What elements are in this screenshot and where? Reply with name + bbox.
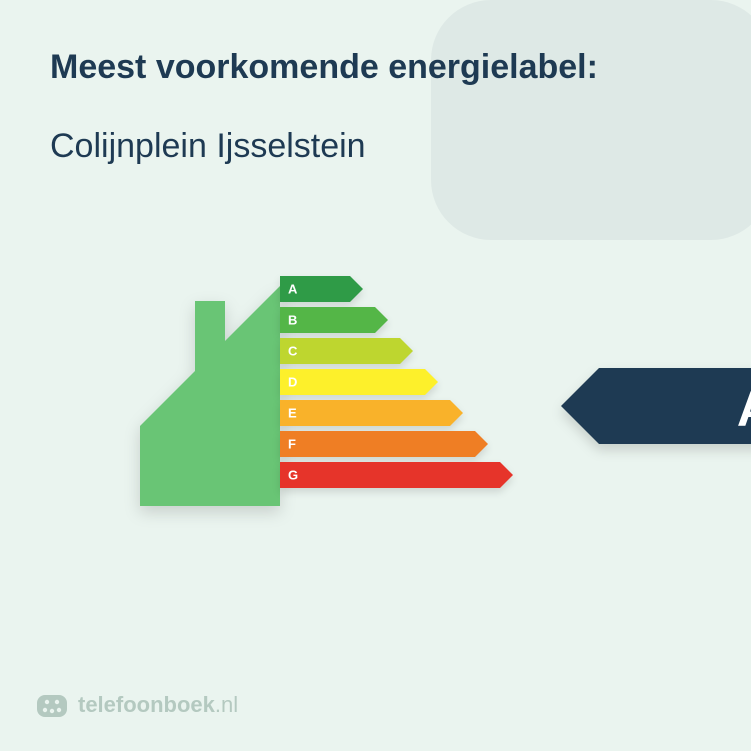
rating-badge: A bbox=[561, 368, 751, 449]
energy-bar-b: B bbox=[280, 307, 513, 333]
badge-label: A bbox=[737, 380, 751, 438]
energy-bar-a: A bbox=[280, 276, 513, 302]
energy-bar-d: D bbox=[280, 369, 513, 395]
energy-bar-e: E bbox=[280, 400, 513, 426]
energy-chart-block: A B C D E F G bbox=[140, 246, 513, 506]
energy-label-card: Meest voorkomende energielabel: Colijnpl… bbox=[0, 0, 751, 751]
energy-bar-label: B bbox=[288, 313, 297, 328]
energy-bar-label: A bbox=[288, 282, 297, 297]
footer-brand-name: telefoonboek bbox=[78, 692, 215, 717]
energy-bar-label: E bbox=[288, 406, 297, 421]
energy-bar-label: C bbox=[288, 344, 297, 359]
house-shape bbox=[140, 286, 280, 506]
energy-bar-f: F bbox=[280, 431, 513, 457]
energy-bar-label: F bbox=[288, 437, 296, 452]
energy-bar-g: G bbox=[280, 462, 513, 488]
footer-text: telefoonboek.nl bbox=[78, 692, 238, 718]
footer-brand: telefoonboek.nl bbox=[36, 689, 238, 721]
footer-brand-tld: .nl bbox=[215, 692, 238, 717]
energy-bar-c: C bbox=[280, 338, 513, 364]
badge-shape bbox=[561, 368, 751, 444]
energy-bar-label: G bbox=[288, 468, 298, 483]
phone-dial-icon bbox=[36, 689, 68, 721]
energy-bars: A B C D E F G bbox=[280, 246, 513, 506]
house-icon bbox=[140, 246, 280, 506]
energy-bar-label: D bbox=[288, 375, 297, 390]
